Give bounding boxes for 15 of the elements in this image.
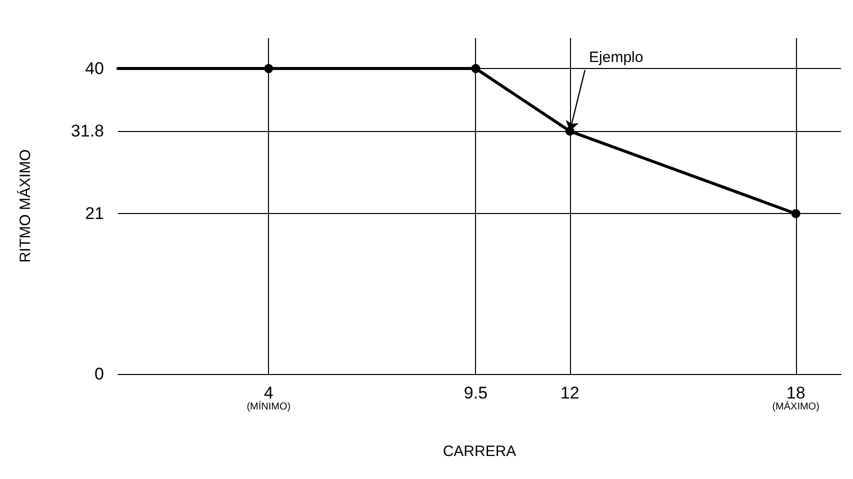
x-tick-label: 4 (MÍNIMO) (246, 384, 291, 412)
point (565, 126, 574, 136)
y-tick-label: 21 (85, 204, 104, 224)
x-tick-label: 18 (MÁXIMO) (772, 384, 820, 412)
y-tick-label: 0 (94, 364, 104, 384)
x-axis-title: CARRERA (442, 443, 516, 460)
x-tick-label: 12 (560, 384, 580, 402)
y-tick-label: 31.8 (70, 122, 104, 141)
y-tick-label: 40 (85, 59, 104, 78)
point (264, 64, 274, 74)
point (791, 209, 800, 218)
annotation: Ejemplo (589, 49, 644, 66)
point (471, 64, 480, 74)
x-tick-label: 9.5 (464, 384, 488, 402)
y-axis-title: RITMO MÁXIMO (16, 149, 34, 263)
